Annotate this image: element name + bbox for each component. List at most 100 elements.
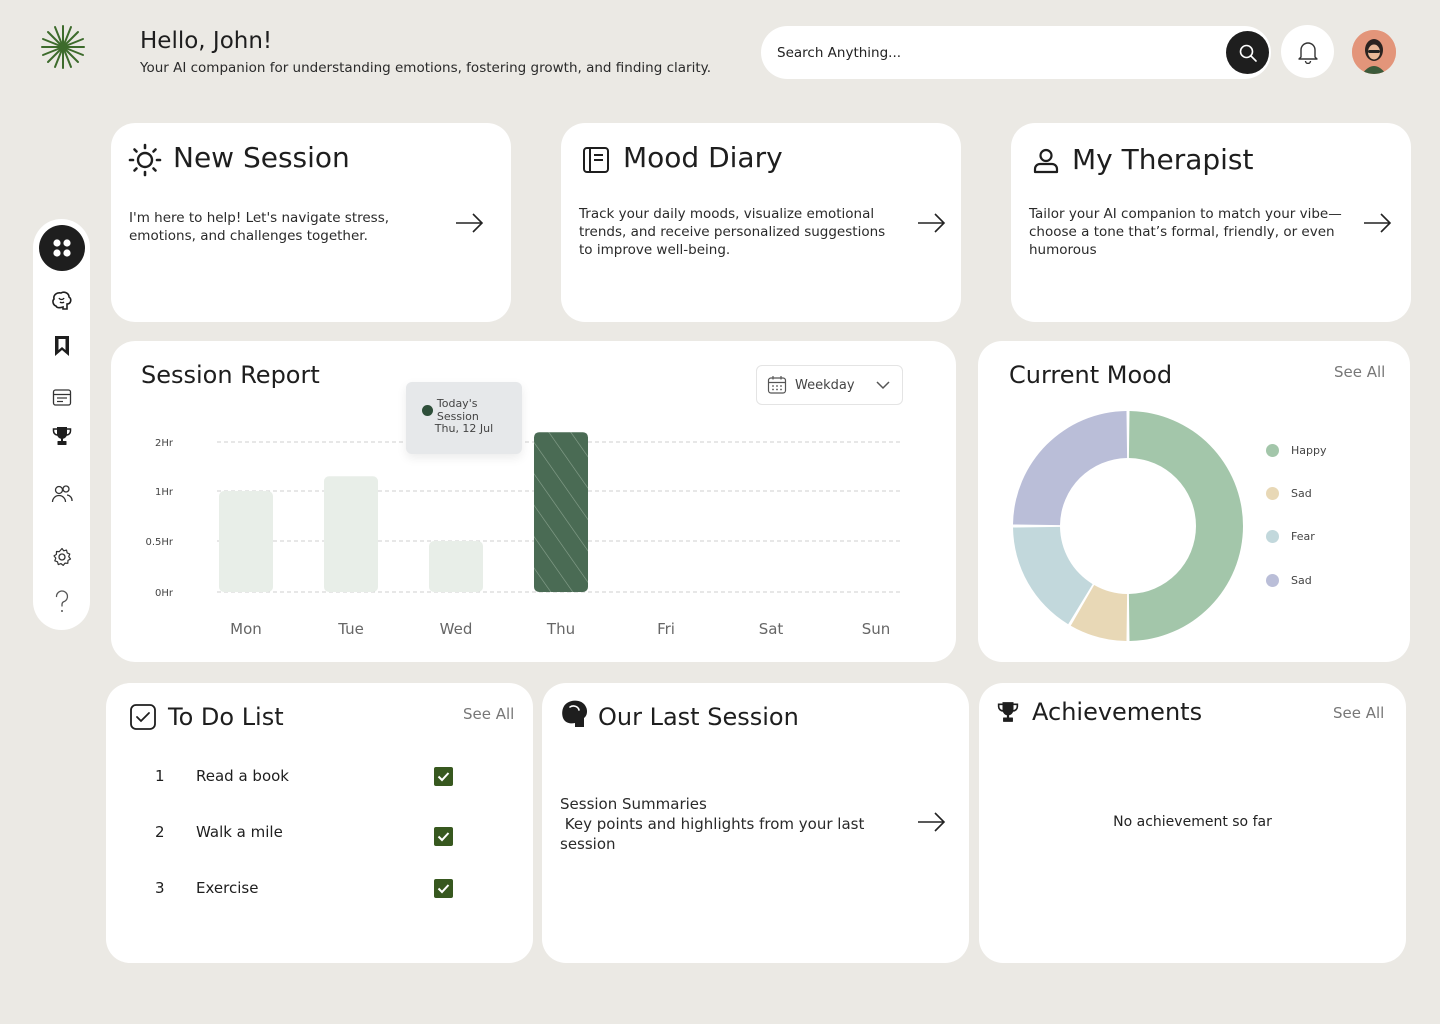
todo-item-checkbox[interactable]	[434, 879, 453, 898]
sidebar-item-ai[interactable]	[33, 281, 90, 321]
arrow-right-icon[interactable]	[455, 212, 485, 234]
trophy-icon	[52, 427, 71, 445]
x-tick-label: Sat	[759, 620, 784, 638]
my-therapist-text: Tailor your AI companion to match your v…	[1029, 206, 1342, 258]
session-report-title: Session Report	[141, 361, 320, 389]
todo-item-label: Exercise	[196, 879, 259, 897]
donut-slice	[1128, 411, 1243, 641]
user-avatar[interactable]	[1352, 30, 1396, 74]
tooltip-date: Thu, 12 Jul	[434, 422, 494, 435]
legend-item: Sad	[1266, 487, 1312, 500]
legend-item: Happy	[1266, 444, 1327, 457]
sidebar-item-help[interactable]	[33, 582, 90, 622]
donut-slice	[1013, 411, 1128, 526]
last-session-card[interactable]: Our Last Session Session Summaries Key p…	[542, 683, 969, 963]
sidebar-item-saved[interactable]	[33, 326, 90, 366]
legend-swatch	[1266, 444, 1279, 457]
todo-item: 1 Read a book	[155, 767, 289, 785]
x-tick-label: Wed	[440, 620, 473, 638]
check-icon	[437, 832, 450, 842]
greeting-block: Hello, John! Your AI companion for under…	[140, 28, 711, 76]
settings-icon	[52, 547, 71, 566]
bell-icon	[1297, 41, 1318, 64]
legend-label: Sad	[1291, 487, 1312, 500]
greeting-title: Hello, John!	[140, 28, 273, 54]
search-bar[interactable]	[761, 26, 1271, 79]
todo-item-label: Read a book	[196, 767, 289, 785]
x-tick-label: Sun	[862, 620, 891, 638]
todo-see-all[interactable]: See All	[463, 705, 515, 723]
search-input[interactable]	[777, 44, 1197, 61]
last-session-heading: Session Summaries	[560, 795, 707, 813]
todo-item-number: 2	[155, 823, 165, 841]
arrow-right-icon[interactable]	[917, 811, 947, 833]
chart-tooltip: Today's Session Thu, 12 Jul	[406, 382, 522, 454]
grid-icon	[52, 239, 71, 257]
x-tick-label: Fri	[657, 620, 675, 638]
x-tick-label: Mon	[230, 620, 262, 638]
sun-icon	[128, 143, 162, 177]
tooltip-dot	[422, 404, 433, 416]
arrow-right-icon[interactable]	[1363, 212, 1393, 234]
calendar-icon	[52, 389, 71, 406]
app-logo	[40, 24, 86, 70]
sidebar	[33, 219, 90, 630]
tooltip-label: Today's Session	[436, 397, 479, 423]
new-session-card[interactable]: New Session I'm here to help! Let's navi…	[111, 123, 511, 322]
legend-label: Fear	[1291, 530, 1315, 543]
new-session-title: New Session	[173, 141, 350, 174]
sidebar-item-calendar[interactable]	[33, 377, 90, 417]
brain-icon	[51, 291, 72, 310]
trophy-icon	[997, 702, 1019, 722]
sidebar-item-dashboard[interactable]	[33, 225, 90, 271]
achievements-card: Achievements See All No achievement so f…	[979, 683, 1406, 963]
legend-label: Happy	[1291, 444, 1327, 457]
legend-item: Sad	[1266, 574, 1312, 587]
help-icon	[55, 590, 68, 612]
donut-slice	[1070, 584, 1128, 641]
notifications-button[interactable]	[1281, 25, 1334, 78]
my-therapist-card[interactable]: My Therapist Tailor your AI companion to…	[1011, 123, 1411, 322]
current-mood-title: Current Mood	[1009, 361, 1173, 389]
sidebar-item-community[interactable]	[33, 474, 90, 514]
todo-item: 3 Exercise	[155, 879, 258, 897]
todo-title: To Do List	[168, 703, 284, 731]
todo-item-checkbox[interactable]	[434, 767, 453, 786]
x-tick-label: Thu	[546, 620, 575, 638]
y-tick-label: 1Hr	[155, 487, 174, 498]
mood-donut-chart	[1013, 411, 1243, 641]
calendar-icon	[767, 376, 787, 394]
sidebar-item-achievements[interactable]	[33, 416, 90, 456]
sidebar-item-settings[interactable]	[33, 537, 90, 577]
journal-icon	[583, 147, 609, 173]
mood-diary-card[interactable]: Mood Diary Track your daily moods, visua…	[561, 123, 961, 322]
legend-swatch	[1266, 574, 1279, 587]
todo-item-checkbox[interactable]	[434, 827, 453, 846]
search-button[interactable]	[1226, 31, 1269, 74]
my-therapist-title: My Therapist	[1072, 143, 1254, 176]
head-icon	[562, 700, 588, 727]
check-icon	[437, 884, 450, 894]
achievements-title: Achievements	[1032, 698, 1203, 726]
todo-item-label: Walk a mile	[196, 823, 283, 841]
checkbox-icon	[130, 704, 156, 730]
current-mood-see-all[interactable]: See All	[1334, 363, 1386, 381]
arrow-right-icon[interactable]	[917, 212, 947, 234]
y-tick-label: 0Hr	[155, 588, 174, 599]
user-icon	[1033, 148, 1059, 174]
check-icon	[437, 772, 450, 782]
achievements-see-all[interactable]: See All	[1333, 704, 1385, 722]
bar	[429, 541, 483, 592]
last-session-title: Our Last Session	[598, 703, 799, 731]
search-icon	[1239, 44, 1257, 62]
session-report-chart: 0Hr 0.5Hr 1Hr 2Hr Mon Tue Wed Thu Fri Sat Sun	[145, 432, 903, 638]
period-dropdown[interactable]: Weekday	[756, 365, 903, 405]
mood-diary-text: Track your daily moods, visualize emotio…	[579, 206, 886, 258]
users-icon	[51, 485, 73, 503]
achievements-empty-text: No achievement so far	[1113, 814, 1272, 830]
legend-swatch	[1266, 487, 1279, 500]
bar-highlight	[534, 432, 588, 592]
y-tick-label: 2Hr	[155, 438, 174, 449]
bar	[219, 491, 273, 592]
x-tick-label: Tue	[337, 620, 364, 638]
